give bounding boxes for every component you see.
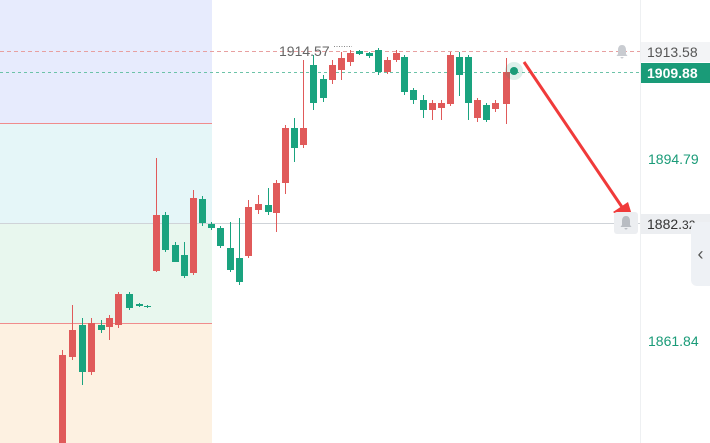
candle-body[interactable] [300, 128, 307, 145]
candle-body[interactable] [282, 128, 289, 183]
candle-body[interactable] [465, 57, 472, 103]
zone-bottom [0, 324, 212, 443]
price-axis-label: 1894.79 [648, 151, 699, 167]
candle-body[interactable] [208, 224, 215, 228]
candle-body[interactable] [69, 330, 76, 357]
alert-price-tag[interactable]: 1913.58 [641, 42, 710, 62]
candle-body[interactable] [115, 294, 122, 325]
collapse-panel-button[interactable]: ‹ [691, 222, 710, 286]
candle-body[interactable] [329, 65, 336, 80]
candle-body[interactable] [375, 50, 382, 72]
annotation-arrow [522, 61, 626, 211]
candle-body[interactable] [265, 205, 272, 212]
price-axis-label: 1861.84 [648, 333, 699, 349]
candle-body[interactable] [136, 304, 143, 306]
high-marker-label: 1914.57 [279, 43, 330, 59]
zone-top [0, 0, 212, 123]
candle-body[interactable] [401, 57, 408, 92]
candle-body[interactable] [153, 215, 160, 271]
candle-body[interactable] [227, 248, 234, 270]
candle-body[interactable] [88, 323, 95, 372]
candle-body[interactable] [98, 325, 105, 330]
candle-body[interactable] [474, 100, 481, 118]
candle-body[interactable] [384, 60, 391, 72]
candle-body[interactable] [503, 72, 510, 104]
crosshair-price-int: 1882. [647, 216, 683, 232]
chevron-left-icon: ‹ [697, 243, 704, 264]
candle-body[interactable] [447, 55, 454, 104]
candles-group [59, 48, 510, 443]
candle-body[interactable] [245, 207, 252, 256]
candle-body[interactable] [291, 128, 298, 148]
candle-body[interactable] [255, 204, 262, 210]
candle-body[interactable] [126, 294, 133, 308]
live-point [510, 67, 518, 75]
candle-body[interactable] [236, 258, 243, 282]
candle-body[interactable] [492, 103, 499, 109]
alert-bell-icon[interactable] [610, 41, 634, 63]
candle-body[interactable] [217, 228, 224, 246]
candle-body[interactable] [410, 90, 417, 100]
candle-body[interactable] [181, 255, 188, 276]
zone-mid-lower [0, 224, 212, 323]
candle-body[interactable] [366, 53, 373, 56]
candle-body[interactable] [79, 325, 86, 372]
candle-body[interactable] [106, 318, 113, 327]
candle-body[interactable] [429, 103, 436, 110]
candle-body[interactable] [190, 198, 197, 273]
candle-body[interactable] [356, 51, 363, 54]
candle-body[interactable] [144, 306, 151, 307]
candle-body[interactable] [310, 65, 317, 103]
candle-body[interactable] [338, 58, 345, 70]
candle-body[interactable] [347, 53, 354, 62]
current-price-tag: 1909.88 [641, 63, 710, 83]
candle-body[interactable] [393, 53, 400, 60]
candle-body[interactable] [162, 215, 169, 250]
candle-body[interactable] [172, 245, 179, 262]
candle-body[interactable] [273, 183, 280, 213]
candle-body[interactable] [199, 199, 206, 223]
zone-mid-upper [0, 124, 212, 223]
candle-body[interactable] [483, 105, 490, 120]
candle-body[interactable] [456, 57, 463, 75]
candle-body[interactable] [438, 103, 445, 108]
candle-body[interactable] [420, 100, 427, 110]
candle-body[interactable] [59, 355, 66, 443]
crosshair-bell-icon[interactable] [614, 212, 638, 234]
candle-body[interactable] [320, 79, 327, 98]
